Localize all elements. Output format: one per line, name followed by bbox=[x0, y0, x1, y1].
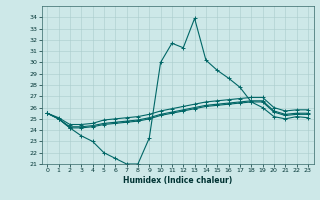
X-axis label: Humidex (Indice chaleur): Humidex (Indice chaleur) bbox=[123, 176, 232, 185]
